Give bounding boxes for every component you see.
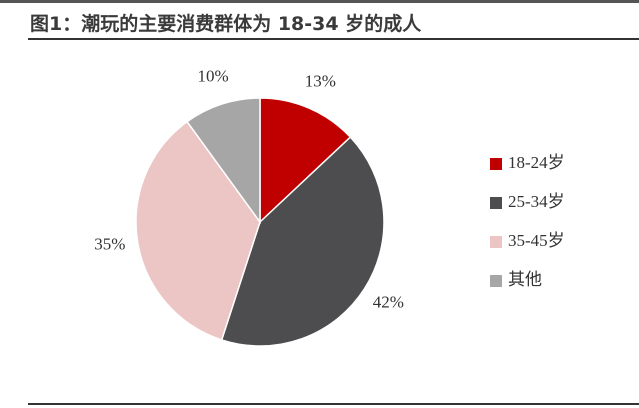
legend-swatch [490,236,502,248]
pie-slice [220,136,385,347]
legend-label: 35-45岁 [508,231,565,250]
data-label: 35% [94,235,125,254]
legend-label: 25-34岁 [508,192,565,211]
data-label: 13% [305,71,336,90]
pie-slice [186,97,261,225]
legend-swatch [490,275,502,287]
legend-label: 其他 [508,270,542,289]
legend-swatch [490,158,502,170]
data-label: 10% [197,66,228,85]
chart-title: 图1：潮玩的主要消费群体为 18-34 岁的成人 [30,12,422,35]
top-border [0,0,639,3]
data-label: 42% [373,292,404,311]
legend-label: 18-24岁 [508,153,565,172]
pie-slice [259,97,352,224]
pie-slice [135,120,261,341]
legend-swatch [490,197,502,209]
